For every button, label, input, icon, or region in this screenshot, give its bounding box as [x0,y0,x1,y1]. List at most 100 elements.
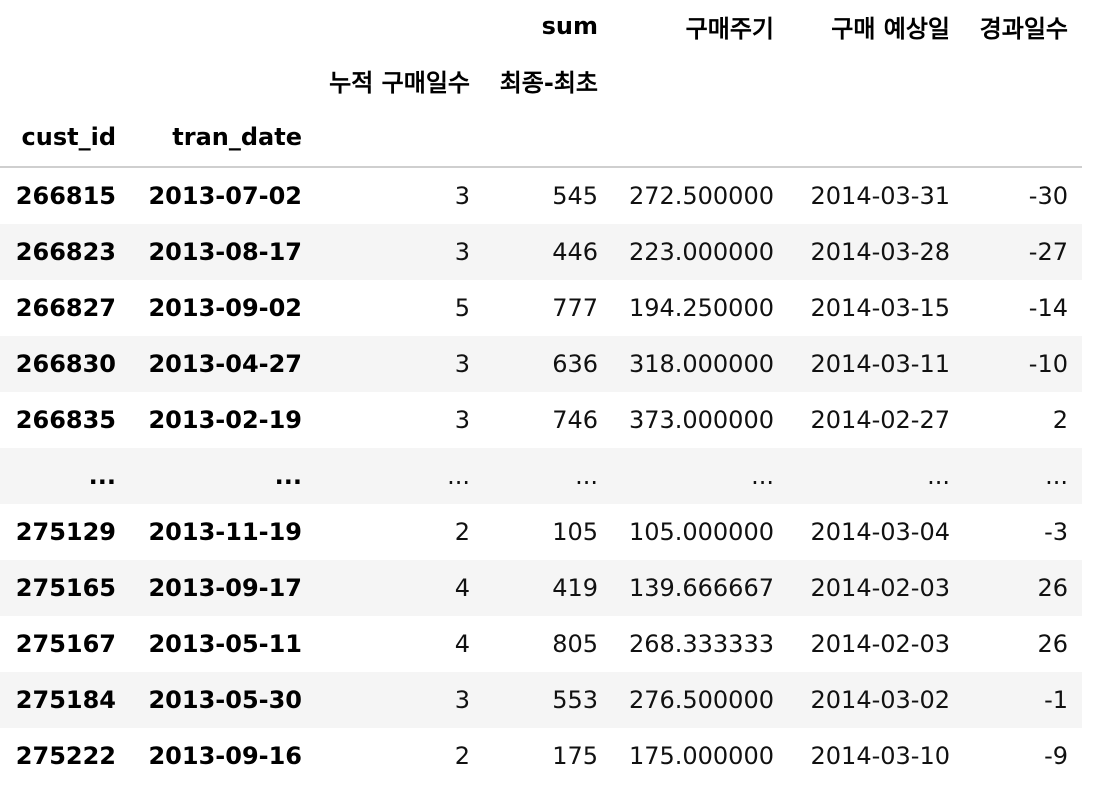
purchase-cycle-cell: 105.000000 [628,518,774,546]
table-row: 266827 2013-09-02 5 777 194.250000 2014-… [0,280,1082,336]
purchase-cycle-cell: 194.250000 [628,294,774,322]
cumulative-days-cell: 4 [454,630,470,658]
tran-date-cell: 2013-05-11 [148,630,302,658]
cumulative-days-cell: 2 [454,518,470,546]
elapsed-days-cell: -30 [1028,182,1068,210]
dataframe-table: sum 구매주기 구매 예상일 경과일수 누적 구매일수 최종-최초 cust_… [0,0,1082,784]
purchase-cycle-cell: 223.000000 [628,238,774,266]
header-cell [0,0,130,52]
header-cell-purchase-cycle: 구매주기 [685,14,774,43]
ellipsis-cell: ... [1045,462,1068,490]
cumulative-days-cell: 3 [454,406,470,434]
purchase-cycle-cell: 268.333333 [628,630,774,658]
table-row: 266815 2013-07-02 3 545 272.500000 2014-… [0,167,1082,224]
header-cell [316,0,484,52]
table-row: 275167 2013-05-11 4 805 268.333333 2014-… [0,616,1082,672]
header-cell-last-minus-first: 최종-최초 [499,68,598,97]
tran-date-cell: 2013-08-17 [148,238,302,266]
tran-date-cell: 2013-09-17 [148,574,302,602]
cust-id-cell: 266830 [15,350,116,378]
tran-date-cell: 2013-05-30 [148,686,302,714]
index-name-cust-id: cust_id [0,108,130,168]
expected-date-cell: 2014-03-31 [810,182,950,210]
header-cell [612,108,788,168]
cust-id-cell: 275129 [15,518,116,546]
purchase-cycle-cell: 318.000000 [628,350,774,378]
last-minus-first-cell: 805 [552,630,598,658]
last-minus-first-cell: 553 [552,686,598,714]
cust-id-cell: 275167 [15,630,116,658]
purchase-cycle-cell: 139.666667 [628,574,774,602]
table-row: 275222 2013-09-16 2 175 175.000000 2014-… [0,728,1082,784]
elapsed-days-cell: -27 [1028,238,1068,266]
cumulative-days-cell: 3 [454,350,470,378]
expected-date-cell: 2014-03-02 [810,686,950,714]
ellipsis-cell: ... [575,462,598,490]
last-minus-first-cell: 446 [552,238,598,266]
cust-id-cell: 275165 [15,574,116,602]
purchase-cycle-cell: 276.500000 [628,686,774,714]
tran-date-cell: 2013-11-19 [148,518,302,546]
header-cell [964,52,1082,108]
expected-date-cell: 2014-03-11 [810,350,950,378]
cumulative-days-cell: 2 [454,742,470,770]
table-row: 266830 2013-04-27 3 636 318.000000 2014-… [0,336,1082,392]
tran-date-cell: 2013-02-19 [148,406,302,434]
header-cell [484,108,612,168]
ellipsis-cell: ... [927,462,950,490]
last-minus-first-cell: 636 [552,350,598,378]
purchase-cycle-cell: 373.000000 [628,406,774,434]
table-row: 266835 2013-02-19 3 746 373.000000 2014-… [0,392,1082,448]
index-name-tran-date: tran_date [130,108,316,168]
ellipsis-cell: ... [447,462,470,490]
header-row-columns-level2: 누적 구매일수 최종-최초 [0,52,1082,108]
cumulative-days-cell: 3 [454,686,470,714]
tran-date-cell: 2013-09-16 [148,742,302,770]
header-cell [130,0,316,52]
last-minus-first-cell: 105 [552,518,598,546]
ellipsis-cell: ... [274,462,302,490]
header-cell-elapsed-days: 경과일수 [979,14,1068,43]
header-cell [788,108,964,168]
header-row-columns-level1: sum 구매주기 구매 예상일 경과일수 [0,0,1082,52]
ellipsis-cell: ... [751,462,774,490]
elapsed-days-cell: -14 [1028,294,1068,322]
header-cell [788,52,964,108]
header-cell [0,52,130,108]
cust-id-cell: 266827 [15,294,116,322]
cust-id-cell: 266823 [15,238,116,266]
elapsed-days-cell: 26 [1037,574,1068,602]
last-minus-first-cell: 545 [552,182,598,210]
header-cell-sum: sum [541,12,598,40]
last-minus-first-cell: 777 [552,294,598,322]
elapsed-days-cell: -3 [1044,518,1068,546]
header-row-index-names: cust_id tran_date [0,108,1082,168]
table-row: 275184 2013-05-30 3 553 276.500000 2014-… [0,672,1082,728]
tran-date-cell: 2013-04-27 [148,350,302,378]
header-cell-expected-purchase-date: 구매 예상일 [831,14,950,43]
purchase-cycle-cell: 175.000000 [628,742,774,770]
cumulative-days-cell: 3 [454,238,470,266]
purchase-cycle-cell: 272.500000 [628,182,774,210]
table-row: 275129 2013-11-19 2 105 105.000000 2014-… [0,504,1082,560]
table-header: sum 구매주기 구매 예상일 경과일수 누적 구매일수 최종-최초 cust_… [0,0,1082,168]
cust-id-cell: 266835 [15,406,116,434]
elapsed-days-cell: 26 [1037,630,1068,658]
last-minus-first-cell: 175 [552,742,598,770]
cumulative-days-cell: 5 [454,294,470,322]
elapsed-days-cell: 2 [1052,406,1068,434]
table-row-ellipsis: ... ... ... ... ... ... ... [0,448,1082,504]
table-row: 266823 2013-08-17 3 446 223.000000 2014-… [0,224,1082,280]
elapsed-days-cell: -10 [1028,350,1068,378]
table-body: 266815 2013-07-02 3 545 272.500000 2014-… [0,167,1082,784]
last-minus-first-cell: 746 [552,406,598,434]
elapsed-days-cell: -9 [1044,742,1068,770]
header-cell [964,108,1082,168]
table-row: 275165 2013-09-17 4 419 139.666667 2014-… [0,560,1082,616]
expected-date-cell: 2014-02-27 [810,406,950,434]
expected-date-cell: 2014-03-10 [810,742,950,770]
expected-date-cell: 2014-03-28 [810,238,950,266]
last-minus-first-cell: 419 [552,574,598,602]
header-cell [316,108,484,168]
